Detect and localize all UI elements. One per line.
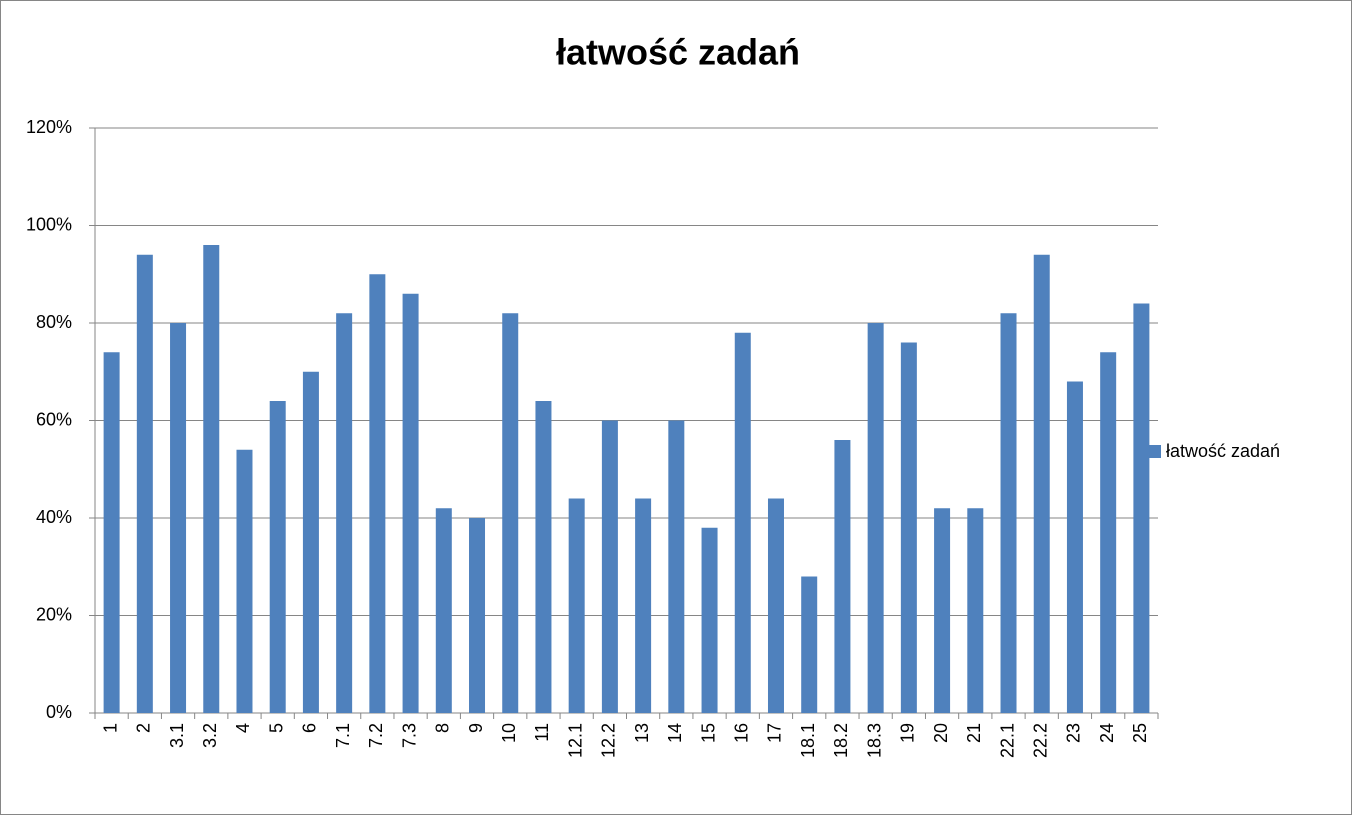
bar — [103, 352, 120, 713]
bar — [1100, 352, 1117, 713]
x-tick-label: 8 — [433, 723, 453, 733]
x-tick-label: 6 — [300, 723, 320, 733]
bar — [734, 332, 751, 713]
bar — [203, 245, 220, 713]
x-tick-label: 1 — [100, 723, 120, 733]
bar — [369, 274, 386, 713]
bar — [1133, 303, 1150, 713]
bar — [934, 508, 951, 713]
bar — [302, 371, 319, 713]
bar — [1000, 313, 1017, 713]
x-tick-label: 19 — [898, 723, 918, 743]
bar — [535, 401, 552, 713]
bar — [1066, 381, 1083, 713]
bar — [967, 508, 984, 713]
bar — [336, 313, 353, 713]
x-tick-label: 5 — [266, 723, 286, 733]
y-tick-label: 80% — [36, 312, 72, 332]
bar — [269, 401, 286, 713]
x-tick-label: 24 — [1097, 723, 1117, 743]
x-tick-label: 23 — [1064, 723, 1084, 743]
bar — [568, 498, 585, 713]
bar — [502, 313, 519, 713]
x-tick-label: 14 — [665, 723, 685, 743]
x-tick-label: 2 — [134, 723, 154, 733]
bar — [767, 498, 784, 713]
x-tick-label: 21 — [964, 723, 984, 743]
x-tick-label: 7.1 — [333, 723, 353, 748]
x-tick-label: 25 — [1130, 723, 1150, 743]
x-tick-label: 18.1 — [798, 723, 818, 758]
y-tick-label: 40% — [36, 507, 72, 527]
bar — [136, 254, 153, 713]
y-tick-label: 20% — [36, 604, 72, 624]
y-tick-label: 120% — [26, 117, 72, 137]
bar — [834, 440, 851, 713]
x-tick-label: 12.2 — [599, 723, 619, 758]
bar — [402, 293, 419, 713]
bar — [867, 323, 884, 713]
bar — [801, 576, 818, 713]
bar — [435, 508, 452, 713]
bar — [900, 342, 917, 713]
bar — [635, 498, 652, 713]
x-tick-label: 11 — [532, 723, 552, 742]
bar — [601, 420, 618, 713]
x-tick-label: 3.1 — [167, 723, 187, 748]
bar — [701, 527, 718, 713]
x-tick-label: 13 — [632, 723, 652, 743]
x-tick-label: 4 — [233, 723, 253, 733]
x-tick-label: 3.2 — [200, 723, 220, 748]
x-tick-label: 12.1 — [565, 723, 585, 758]
x-tick-label: 9 — [466, 723, 486, 733]
x-tick-label: 18.2 — [831, 723, 851, 758]
y-tick-label: 100% — [26, 214, 72, 234]
bar — [1033, 254, 1050, 713]
x-tick-label: 7.2 — [366, 723, 386, 748]
x-tick-label: 18.3 — [864, 723, 884, 758]
bar — [469, 518, 486, 713]
x-tick-label: 16 — [732, 723, 752, 743]
x-tick-label: 22.2 — [1030, 723, 1050, 758]
x-tick-label: 15 — [698, 723, 718, 743]
bar — [170, 323, 187, 713]
legend-swatch — [1148, 445, 1161, 458]
x-tick-label: 20 — [931, 723, 951, 743]
x-tick-label: 10 — [499, 723, 519, 743]
x-tick-label: 7.3 — [399, 723, 419, 748]
y-tick-label: 60% — [36, 409, 72, 429]
x-tick-label: 22.1 — [997, 723, 1017, 758]
legend-label: łatwość zadań — [1166, 441, 1280, 461]
chart-title: łatwość zadań — [556, 32, 800, 73]
bar — [236, 449, 253, 713]
bar — [668, 420, 685, 713]
y-tick-label: 0% — [46, 702, 72, 722]
x-tick-label: 17 — [765, 723, 785, 743]
